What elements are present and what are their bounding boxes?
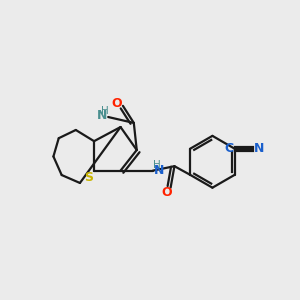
Text: N: N	[154, 164, 164, 176]
Text: O: O	[111, 97, 122, 110]
Text: O: O	[162, 186, 172, 199]
Text: H: H	[101, 106, 109, 116]
Text: H: H	[153, 160, 160, 170]
Text: N: N	[97, 109, 107, 122]
Text: C: C	[224, 142, 233, 155]
Text: S: S	[84, 171, 93, 184]
Text: N: N	[254, 142, 264, 155]
